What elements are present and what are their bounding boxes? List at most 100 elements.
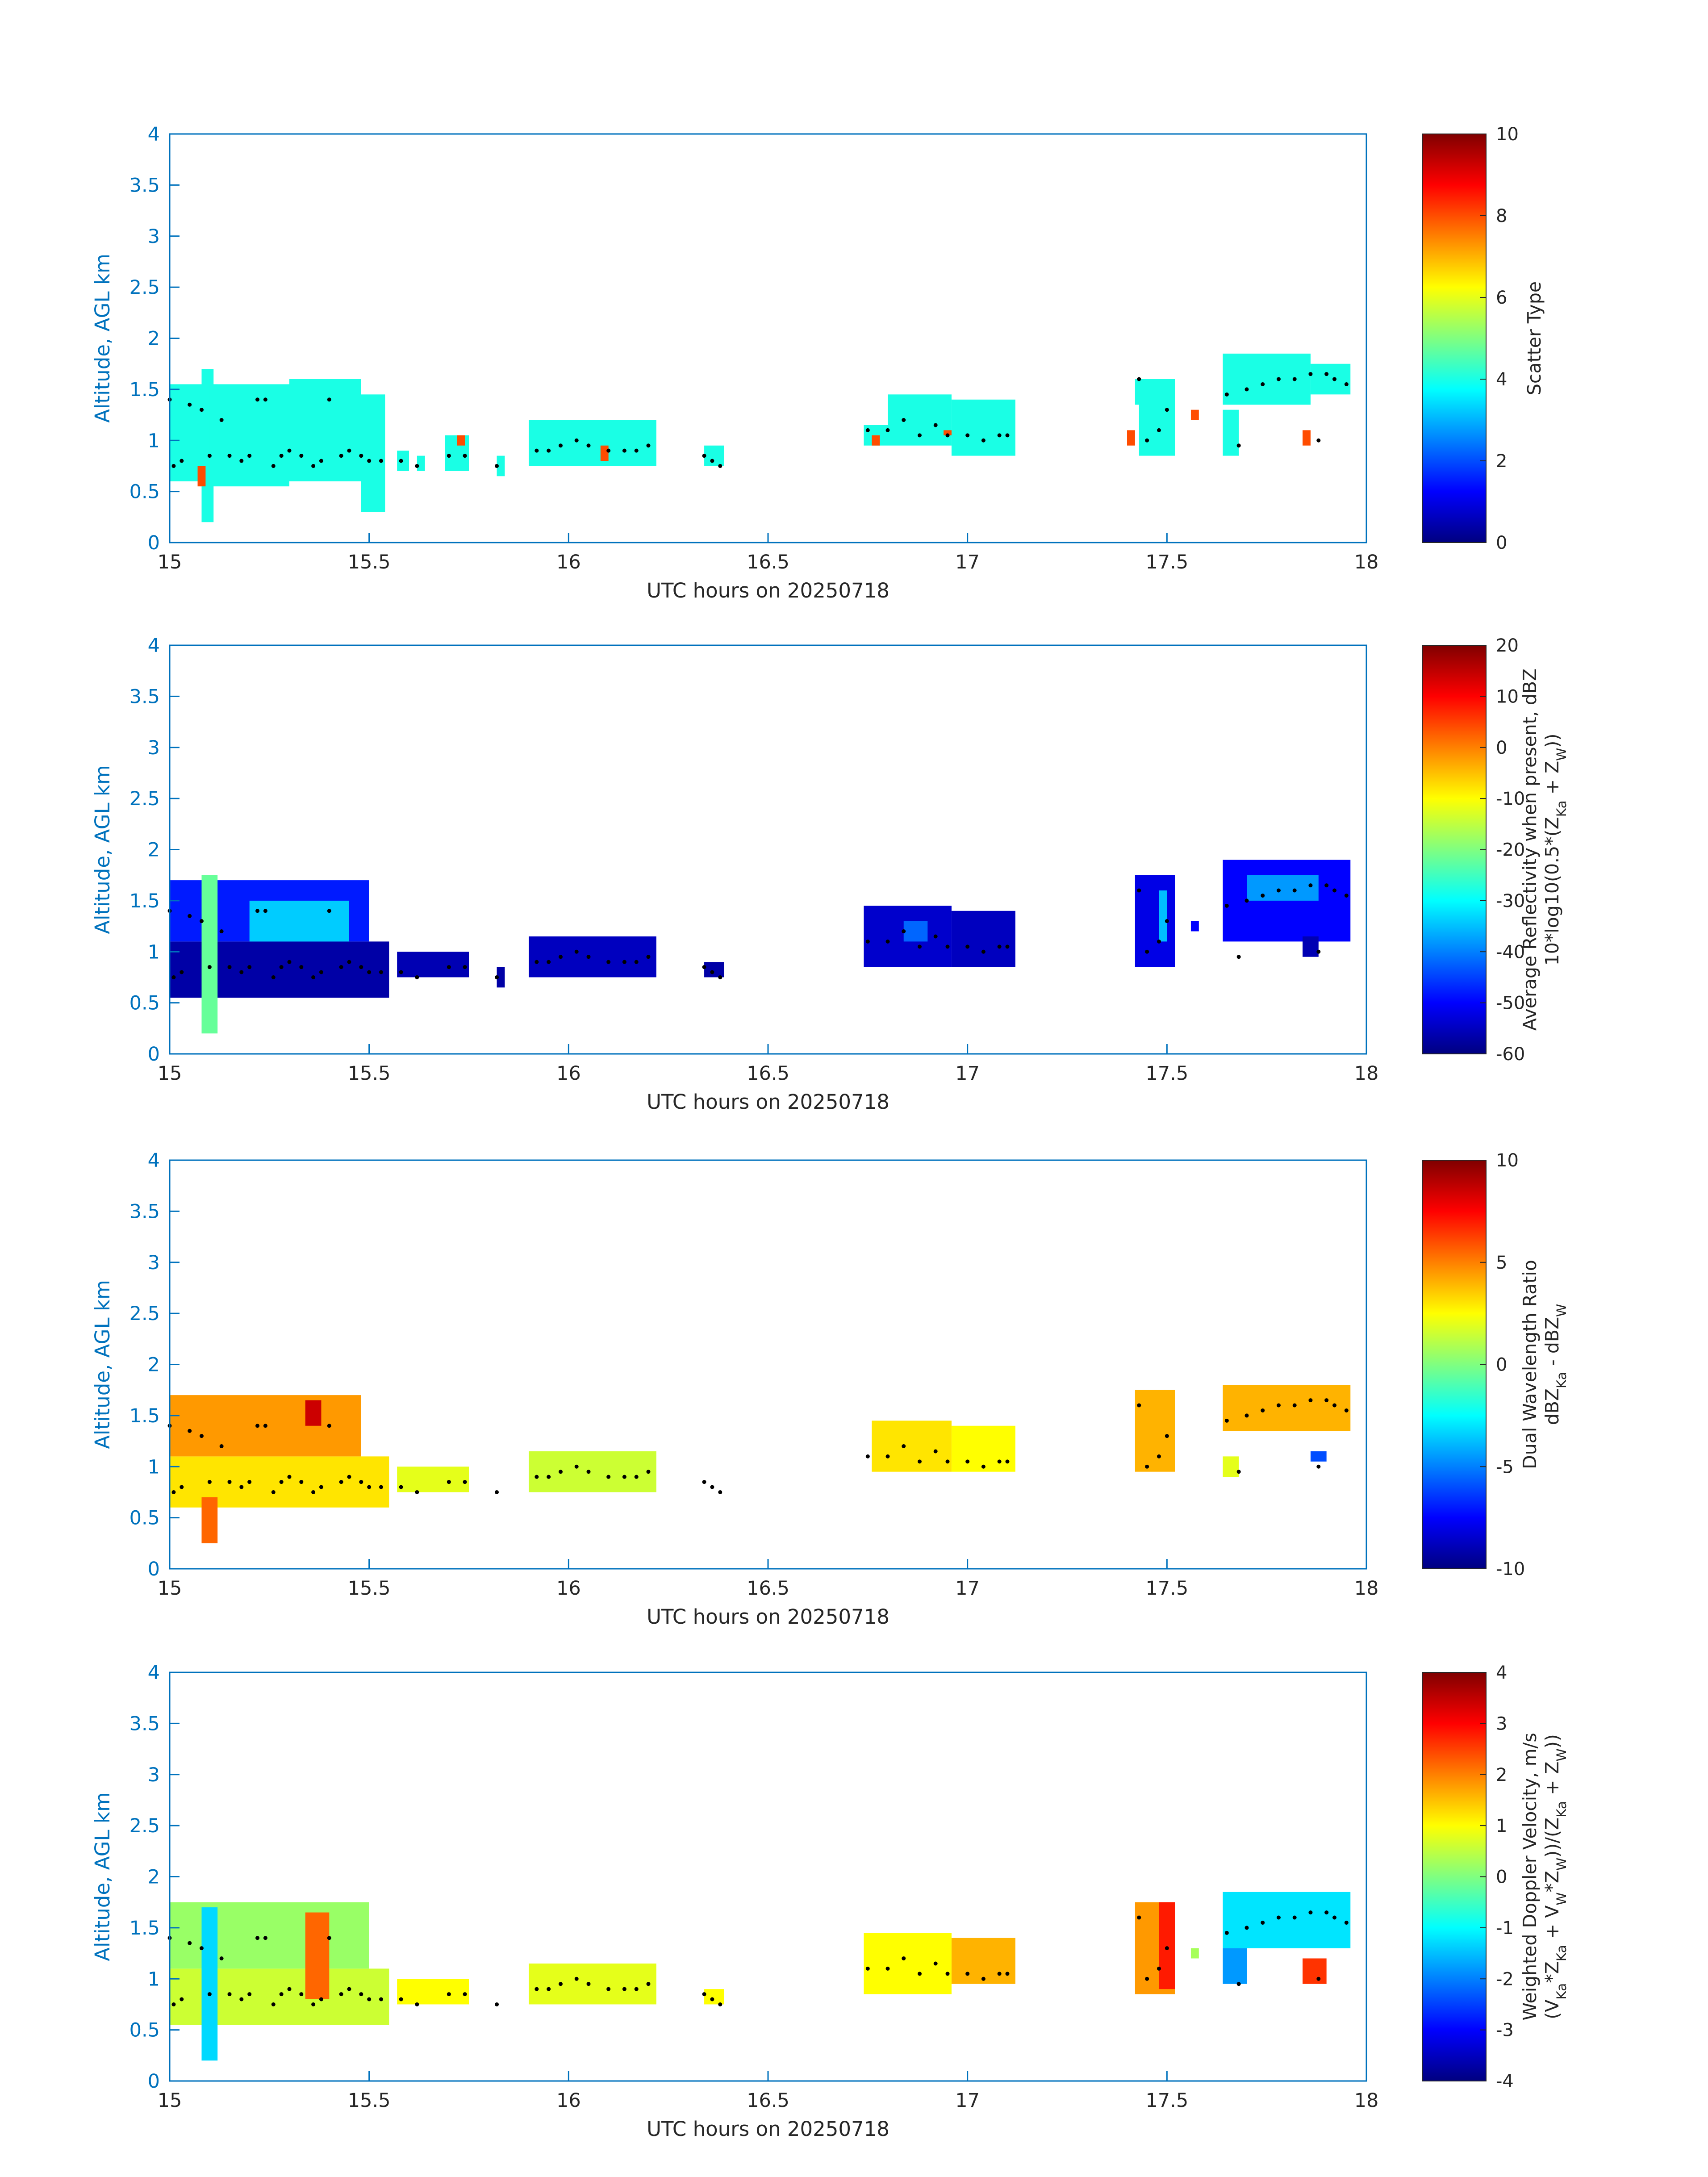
marker-dot <box>219 1956 224 1960</box>
colorbar-tick-label: 0 <box>1496 1867 1507 1888</box>
marker-dot <box>885 428 890 432</box>
marker-dot <box>622 448 626 453</box>
marker-dot <box>606 448 611 453</box>
colorbar-tick-label: 3 <box>1496 1713 1507 1734</box>
marker-dot <box>447 965 451 969</box>
marker-dot <box>227 1480 232 1484</box>
marker-dot <box>1165 408 1169 412</box>
data-cell <box>529 420 656 466</box>
y-tick-label: 0 <box>148 532 160 554</box>
y-tick-label: 1 <box>148 941 160 963</box>
marker-dot <box>495 464 499 468</box>
marker-dot <box>247 454 252 458</box>
marker-dot <box>865 939 870 944</box>
marker-dot <box>1137 888 1141 893</box>
marker-dot <box>219 929 224 933</box>
y-tick-label: 2.5 <box>129 788 160 810</box>
y-tick-label: 3 <box>148 1764 160 1786</box>
x-axis-label: UTC hours on 20250718 <box>647 1605 889 1629</box>
marker-dot <box>1276 377 1281 381</box>
marker-dot <box>1236 955 1241 959</box>
data-cell <box>1127 430 1135 446</box>
data-cell <box>289 379 361 481</box>
marker-dot <box>1137 377 1141 381</box>
y-axis-label: Altitude, AGL km <box>91 1792 114 1961</box>
marker-dot <box>1165 1946 1169 1951</box>
x-tick-label: 17.5 <box>1145 2089 1188 2112</box>
marker-dot <box>219 1444 224 1448</box>
marker-dot <box>319 1485 323 1489</box>
colorbar-tick-label: 10 <box>1496 124 1519 145</box>
data-cell <box>201 1907 218 2061</box>
data-cell <box>1303 430 1311 446</box>
marker-dot <box>327 909 331 913</box>
marker-dot <box>171 975 176 979</box>
marker-dot <box>279 965 284 969</box>
marker-dot <box>1137 1915 1141 1920</box>
data-cell <box>951 1425 1015 1472</box>
data-cell <box>1303 1958 1327 1984</box>
data-cell <box>864 1933 952 1994</box>
marker-dot <box>547 1475 551 1479</box>
marker-dot <box>702 1992 706 1997</box>
marker-dot <box>379 1997 383 2002</box>
marker-dot <box>1005 433 1010 438</box>
marker-dot <box>574 949 579 954</box>
marker-dot <box>1244 898 1249 903</box>
x-tick-label: 17 <box>955 2089 980 2112</box>
marker-dot <box>1316 1976 1321 1981</box>
marker-layer <box>167 1398 1349 1494</box>
x-tick-label: 16.5 <box>747 551 789 573</box>
marker-dot <box>997 944 1002 949</box>
marker-dot <box>199 919 204 923</box>
x-tick-label: 17.5 <box>1145 1062 1188 1085</box>
y-tick-label: 1 <box>148 1968 160 1990</box>
colorbar-tick-label: 10 <box>1496 1150 1519 1171</box>
data-cell <box>170 1902 369 1969</box>
data-cell <box>888 394 952 446</box>
x-tick-label: 15 <box>158 2089 182 2112</box>
marker-dot <box>379 459 383 463</box>
marker-dot <box>885 1454 890 1458</box>
marker-dot <box>1157 428 1161 432</box>
marker-dot <box>702 454 706 458</box>
marker-dot <box>271 975 276 979</box>
y-axis-label: Altitude, AGL km <box>91 765 114 934</box>
marker-dot <box>1244 1413 1249 1418</box>
y-tick-label: 0.5 <box>129 2019 160 2042</box>
x-axis-label: UTC hours on 20250718 <box>647 579 889 602</box>
marker-dot <box>710 459 714 463</box>
marker-dot <box>574 1464 579 1469</box>
marker-dot <box>255 909 260 913</box>
marker-dot <box>347 1475 351 1479</box>
y-tick-label: 4 <box>148 123 160 146</box>
marker-dot <box>702 1480 706 1484</box>
y-tick-label: 0.5 <box>129 992 160 1015</box>
marker-dot <box>902 929 906 933</box>
x-tick-label: 16.5 <box>747 2089 789 2112</box>
marker-dot <box>965 944 970 949</box>
marker-dot <box>207 454 212 458</box>
marker-dot <box>327 1424 331 1428</box>
marker-dot <box>547 960 551 964</box>
marker-dot <box>902 1956 906 1960</box>
chart-panel-1: 15 15.5 16 16.5 17 17.5 18 0 0.5 1 1.5 2 2.5 3 3.5 4 UTC… <box>91 123 1545 602</box>
colorbar <box>1422 645 1487 1054</box>
data-cell <box>529 936 656 978</box>
marker-dot <box>718 2002 722 2006</box>
y-tick-label: 0 <box>148 1558 160 1580</box>
x-tick-label: 17.5 <box>1145 1577 1188 1600</box>
data-cell <box>704 1989 724 2005</box>
y-tick-label: 1.5 <box>129 890 160 912</box>
colorbar-tick-label: -5 <box>1496 1457 1514 1477</box>
y-tick-label: 2 <box>148 1354 160 1376</box>
marker-dot <box>1308 1398 1313 1403</box>
marker-dot <box>399 1997 403 2002</box>
marker-dot <box>239 1485 244 1489</box>
marker-dot <box>933 423 938 427</box>
marker-dot <box>558 1470 563 1474</box>
data-cell <box>197 466 206 487</box>
y-tick-label: 1.5 <box>129 379 160 401</box>
colorbar-label: Average Reflectivity when present, dBZ <box>1519 669 1541 1031</box>
colorbar-tick-label: 4 <box>1496 1663 1507 1683</box>
